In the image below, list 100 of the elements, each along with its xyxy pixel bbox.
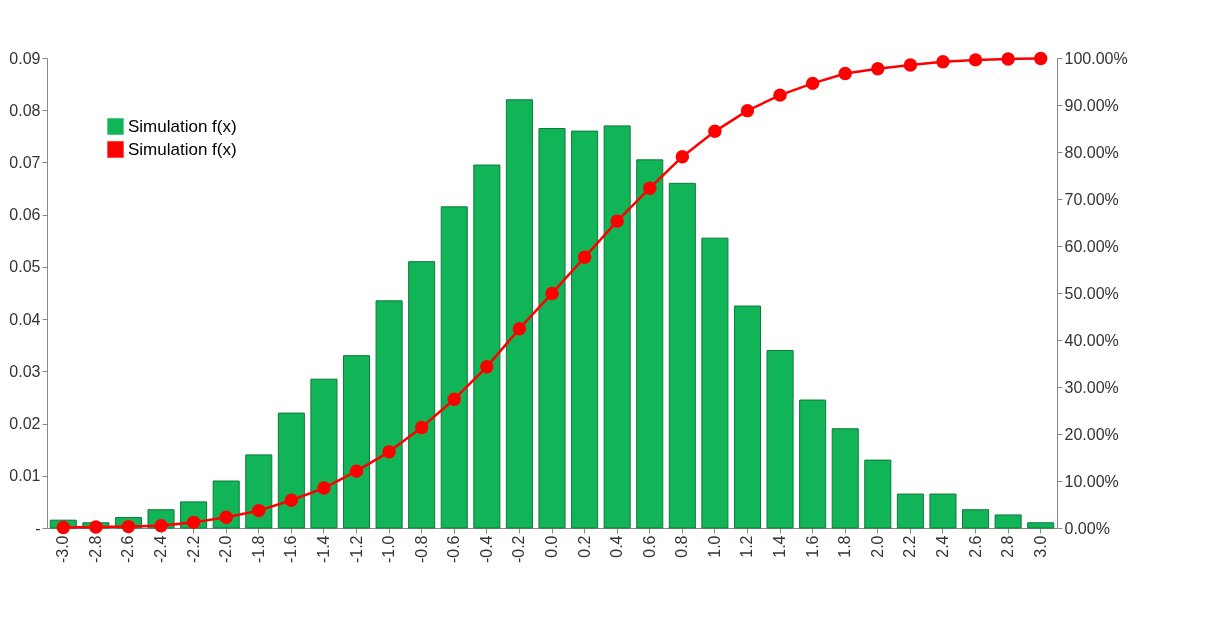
point [252,503,266,518]
bar [505,99,533,529]
point [610,214,624,228]
y2-tick-label: 70.00% [1064,190,1119,208]
bar [277,412,305,529]
x-tick-label: -1.0 [380,535,398,564]
y2-tick-label: 0.00% [1064,519,1110,537]
bar [636,159,664,529]
y-tick-label: 0.04 [9,310,41,328]
x-tick-label: -2.8 [86,535,104,564]
point [708,124,722,139]
bar [571,130,599,529]
x-tick-label: 0.8 [673,535,691,558]
x-tick-label: 3.0 [1031,535,1049,558]
bar [896,493,924,529]
x-tick-label: -1.4 [314,535,332,564]
x-tick-label: 0.0 [543,535,560,558]
point [740,103,755,118]
bar [473,164,501,529]
y-tick-label: 0.03 [9,362,41,380]
point [545,286,559,301]
x-tick-label: 1.4 [771,535,789,558]
bar [538,128,566,529]
x-tick-label: 2.2 [901,535,919,558]
point [577,250,592,264]
x-tick-label: 2.4 [933,535,951,558]
y2-tick-label: 40.00% [1064,331,1119,349]
bar [310,378,338,529]
x-tick-label: -0.8 [412,535,430,564]
x-tick-label: -2.4 [152,535,170,564]
point [512,322,527,336]
bar [733,305,762,529]
bar [831,428,859,529]
x-tick-label: 0.2 [575,535,593,558]
point [480,360,494,374]
y-tick-label: 0.09 [9,49,41,67]
bar [962,509,990,529]
x-tick-label: -0.2 [510,535,528,564]
x-tick-label: -1.6 [282,535,300,564]
point [121,519,136,534]
point [317,481,331,495]
y-tick-label: 0.06 [9,206,41,224]
point [382,445,396,459]
x-tick-label: 2.6 [966,535,984,558]
bar [701,237,729,529]
point [414,420,429,435]
y2-tick-label: 90.00% [1064,96,1119,114]
x-tick-label: -2.6 [119,535,137,564]
point [349,464,364,478]
bar [929,493,957,529]
bar [864,459,892,529]
y2-tick-label: 10.00% [1064,472,1119,490]
x-tick-label: -0.4 [477,535,495,564]
y-tick-label: 0.05 [9,258,41,276]
bar [408,261,436,529]
x-tick-label: -2.0 [217,535,235,564]
point [871,62,885,76]
x-tick-label: 1.0 [705,535,723,558]
bar [603,125,631,529]
x-tick-label: 0.6 [640,535,658,558]
bar [375,300,403,529]
point [968,53,983,67]
bar [766,349,794,529]
bar [342,355,371,529]
y-tick-label: 0.08 [9,101,41,119]
point [89,520,103,534]
bar [994,514,1022,529]
bar [668,182,696,529]
x-tick-label: 1.2 [738,535,756,558]
y-tick-label: 0.07 [9,153,41,171]
point [56,520,70,535]
point [805,76,820,91]
x-tick-label: -0.6 [445,535,463,564]
x-tick-label: -1.8 [249,535,267,564]
point [903,58,918,72]
x-tick-label: 2.8 [999,535,1017,558]
point [675,150,690,164]
x-tick-label: -3.0 [54,535,72,564]
x-tick-label: 1.8 [836,535,854,558]
y2-tick-label: 60.00% [1064,237,1119,255]
y2-tick-label: 30.00% [1064,378,1119,396]
legend-label: Simulation f(x) [128,116,237,136]
point [1034,51,1048,66]
y2-tick-label: 80.00% [1064,143,1119,161]
x-tick-label: 2.0 [868,535,886,558]
bar [245,454,273,529]
y2-tick-label: 50.00% [1064,284,1119,302]
y-tick-label: 0.02 [9,415,41,433]
legend-label: Simulation f(x) [128,139,237,159]
point [447,392,461,406]
y-tick-label: - [35,519,41,537]
point [838,66,852,81]
x-tick-label: 0.4 [608,535,626,558]
y2-tick-label: 100.00% [1064,49,1128,67]
point [643,181,657,195]
x-tick-label: -1.2 [347,535,365,564]
y-tick-label: 0.01 [9,467,41,485]
point [1001,52,1015,66]
bar [1027,522,1055,529]
x-tick-label: -2.2 [184,535,202,564]
